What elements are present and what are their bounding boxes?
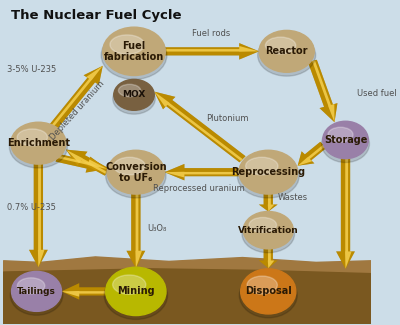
Text: Fuel rods: Fuel rods <box>192 29 230 38</box>
Ellipse shape <box>106 267 166 316</box>
Ellipse shape <box>266 37 296 54</box>
Ellipse shape <box>259 31 314 72</box>
Ellipse shape <box>322 125 370 162</box>
Ellipse shape <box>12 271 62 311</box>
Polygon shape <box>51 66 103 127</box>
Polygon shape <box>165 46 259 52</box>
Text: Reactor: Reactor <box>266 46 308 56</box>
Text: 0.7% U-235: 0.7% U-235 <box>7 203 56 212</box>
Ellipse shape <box>114 79 154 110</box>
Text: Wastes: Wastes <box>278 193 308 202</box>
Polygon shape <box>259 249 278 268</box>
Polygon shape <box>66 150 110 176</box>
Ellipse shape <box>17 278 45 294</box>
Polygon shape <box>165 43 259 59</box>
Text: Mining: Mining <box>117 286 155 296</box>
Polygon shape <box>312 60 334 122</box>
Polygon shape <box>336 159 355 269</box>
Ellipse shape <box>114 157 145 175</box>
Polygon shape <box>154 92 246 162</box>
Polygon shape <box>345 159 352 269</box>
Text: Reprocessing: Reprocessing <box>231 167 305 177</box>
Ellipse shape <box>241 269 296 314</box>
Polygon shape <box>298 142 326 166</box>
Text: U₃O₈: U₃O₈ <box>147 224 166 233</box>
Polygon shape <box>49 66 103 129</box>
Polygon shape <box>38 164 44 267</box>
Text: Enrichment: Enrichment <box>7 138 70 148</box>
Polygon shape <box>62 283 106 300</box>
Polygon shape <box>268 194 274 212</box>
Text: Storage: Storage <box>324 135 367 145</box>
Polygon shape <box>165 43 259 59</box>
Polygon shape <box>154 92 243 161</box>
Text: Fuel
fabrication: Fuel fabrication <box>104 41 164 62</box>
Ellipse shape <box>243 212 293 249</box>
Polygon shape <box>135 194 142 268</box>
Ellipse shape <box>103 27 165 75</box>
Text: Vitrification: Vitrification <box>238 226 299 235</box>
Ellipse shape <box>237 154 299 198</box>
Polygon shape <box>66 150 107 174</box>
Ellipse shape <box>11 122 66 164</box>
Polygon shape <box>29 164 48 267</box>
Polygon shape <box>62 283 106 300</box>
Text: MOX: MOX <box>122 90 146 99</box>
Ellipse shape <box>328 127 353 142</box>
Text: Reprocessed uranium: Reprocessed uranium <box>152 184 244 193</box>
Polygon shape <box>66 150 110 176</box>
Polygon shape <box>164 164 239 180</box>
Ellipse shape <box>106 154 166 198</box>
Polygon shape <box>298 145 325 166</box>
Polygon shape <box>29 164 48 267</box>
Polygon shape <box>268 249 274 268</box>
Polygon shape <box>126 194 145 268</box>
Text: The Nuclear Fuel Cycle: The Nuclear Fuel Cycle <box>11 9 181 22</box>
Text: Disposal: Disposal <box>245 286 292 296</box>
Polygon shape <box>308 60 338 122</box>
Ellipse shape <box>247 276 277 294</box>
Polygon shape <box>336 159 355 269</box>
Ellipse shape <box>104 271 168 319</box>
Polygon shape <box>49 66 103 129</box>
Polygon shape <box>4 257 371 324</box>
Text: 3-5% U-235: 3-5% U-235 <box>7 65 56 73</box>
Ellipse shape <box>17 129 48 146</box>
Ellipse shape <box>258 34 316 76</box>
Ellipse shape <box>113 275 146 294</box>
Polygon shape <box>4 269 371 324</box>
Polygon shape <box>298 142 326 166</box>
Polygon shape <box>57 155 107 169</box>
Ellipse shape <box>249 217 276 232</box>
Polygon shape <box>56 154 107 173</box>
Ellipse shape <box>323 121 368 159</box>
Polygon shape <box>126 194 145 268</box>
Ellipse shape <box>113 83 155 114</box>
Polygon shape <box>154 92 246 162</box>
Text: Plutonium: Plutonium <box>206 114 248 124</box>
Text: Tailings: Tailings <box>17 287 56 296</box>
Text: Used fuel: Used fuel <box>356 89 396 98</box>
Ellipse shape <box>239 150 298 194</box>
Ellipse shape <box>118 84 141 97</box>
Ellipse shape <box>10 275 63 315</box>
Ellipse shape <box>242 215 294 253</box>
Text: Conversion
to UF₆: Conversion to UF₆ <box>105 162 167 183</box>
Ellipse shape <box>107 150 164 194</box>
Polygon shape <box>259 194 278 212</box>
Polygon shape <box>308 60 338 122</box>
Polygon shape <box>56 154 107 173</box>
Ellipse shape <box>239 273 297 318</box>
Polygon shape <box>259 194 278 212</box>
Polygon shape <box>259 249 278 268</box>
Text: Depleted uranium: Depleted uranium <box>48 80 106 142</box>
Ellipse shape <box>10 126 67 168</box>
Ellipse shape <box>101 31 167 79</box>
Polygon shape <box>164 164 239 180</box>
Ellipse shape <box>246 157 278 175</box>
Ellipse shape <box>110 35 144 54</box>
Polygon shape <box>62 291 106 297</box>
Polygon shape <box>164 172 239 177</box>
